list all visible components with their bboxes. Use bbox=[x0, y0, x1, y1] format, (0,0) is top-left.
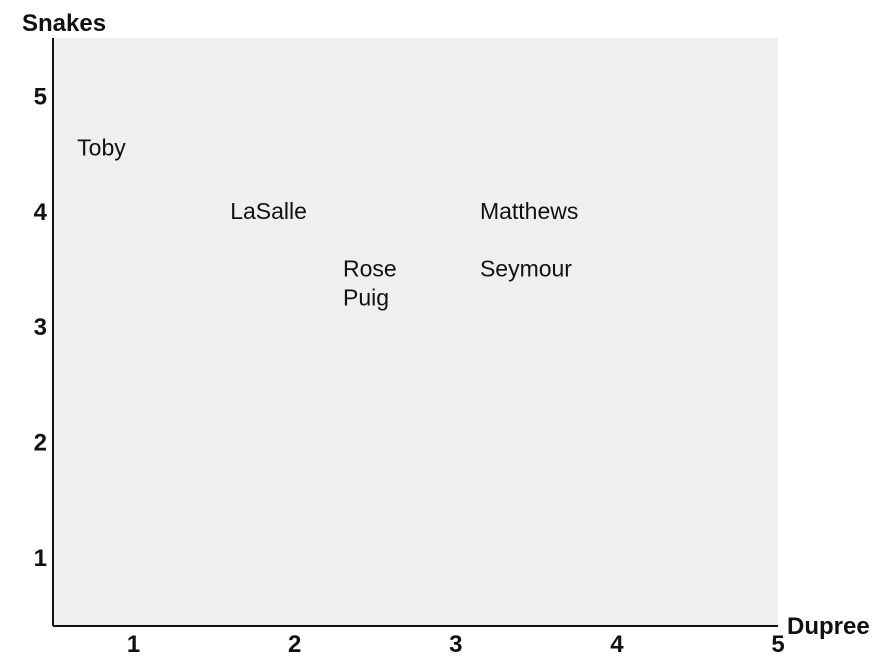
y-tick-label: 3 bbox=[34, 314, 47, 341]
x-axis-title: Dupree bbox=[787, 613, 870, 640]
y-tick-label: 5 bbox=[34, 84, 47, 111]
y-axis-title: Snakes bbox=[22, 10, 106, 37]
y-tick-labels: 1 2 3 4 5 bbox=[34, 84, 48, 572]
data-point-label: Matthews bbox=[480, 198, 578, 224]
data-points: Toby LaSalle Matthews Rose Seymour Puig bbox=[77, 135, 578, 311]
data-point-label: Puig bbox=[343, 284, 389, 310]
x-tick-label: 3 bbox=[449, 631, 462, 658]
x-tick-label: 5 bbox=[771, 631, 784, 658]
data-point-label: LaSalle bbox=[230, 198, 307, 224]
data-point-label: Toby bbox=[77, 135, 126, 161]
x-tick-label: 1 bbox=[127, 631, 140, 658]
x-tick-labels: 1 2 3 4 5 bbox=[127, 631, 785, 658]
x-tick-label: 4 bbox=[610, 631, 624, 658]
y-tick-label: 1 bbox=[34, 545, 47, 572]
data-point-label: Seymour bbox=[480, 256, 572, 282]
data-point-label: Rose bbox=[343, 256, 397, 282]
y-tick-label: 2 bbox=[34, 430, 47, 457]
x-tick-label: 2 bbox=[288, 631, 301, 658]
y-tick-label: 4 bbox=[34, 199, 48, 226]
plot-area bbox=[53, 38, 778, 626]
